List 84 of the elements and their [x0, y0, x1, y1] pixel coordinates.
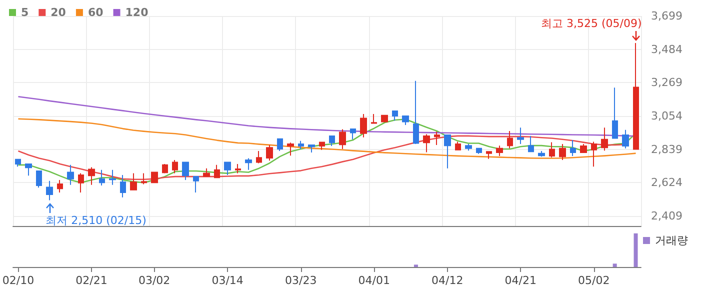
candlestick [381, 114, 388, 123]
legend-label: 5 [21, 6, 29, 19]
x-tick-label: 03/23 [284, 274, 317, 287]
legend-label: 20 [50, 6, 66, 19]
candlestick [528, 135, 534, 152]
legend-label: 120 [125, 6, 149, 19]
legend-label: 거래량 [655, 234, 688, 247]
line-series [18, 118, 636, 159]
candlestick [130, 172, 137, 190]
candlestick [496, 145, 503, 156]
candlestick [162, 164, 168, 174]
candlestick [109, 169, 116, 186]
y-tick-label: 2,624 [651, 176, 682, 190]
candlestick [360, 113, 367, 138]
candlestick [193, 176, 199, 194]
y-tick-label: 3,699 [651, 10, 682, 22]
x-tick-label: 04/01 [358, 274, 390, 287]
candlestick [88, 166, 95, 186]
candlestick [99, 169, 105, 186]
y-tick-label: 3,269 [651, 76, 682, 90]
candlestick [182, 162, 189, 180]
candlestick [350, 128, 356, 140]
candlestick [517, 127, 524, 145]
candlestick [622, 129, 629, 149]
x-tick-label: 02/21 [76, 274, 108, 287]
candlestick [570, 139, 576, 156]
candlestick [444, 134, 451, 169]
candlestick [402, 115, 409, 126]
candlestick [486, 151, 492, 160]
candlestick [308, 144, 315, 154]
annotation: 최저 2,510 (02/15) [46, 213, 146, 228]
y-tick-label: 3,054 [651, 109, 682, 122]
candlestick [455, 141, 461, 150]
candlestick [612, 87, 618, 139]
candlestick [172, 159, 178, 174]
candlestick [423, 134, 430, 153]
candlestick [371, 113, 377, 124]
candlestick [151, 172, 158, 184]
candlestick [319, 142, 325, 150]
candlestick [434, 131, 440, 146]
candlestick [476, 148, 482, 154]
candlestick [580, 144, 587, 154]
candlestick [601, 127, 608, 152]
annotation: 최고 3,525 (05/09) [541, 16, 642, 31]
x-tick-label: 04/12 [432, 274, 464, 287]
candlestick [266, 144, 273, 162]
candlestick [392, 110, 398, 122]
y-tick-label: 2,839 [651, 142, 682, 156]
candlestick [298, 140, 304, 150]
candlestick [224, 162, 231, 176]
candlestick [203, 168, 210, 178]
candlestick [413, 80, 419, 145]
x-tick-label: 03/14 [212, 274, 244, 287]
candlestick [78, 172, 84, 194]
candlestick [25, 164, 32, 176]
candlestick [538, 150, 545, 158]
candlestick [214, 164, 220, 178]
candlestick [36, 170, 42, 188]
candlestick [549, 142, 555, 158]
candlestick [591, 141, 597, 168]
y-tick-label: 3,484 [651, 42, 682, 56]
x-tick-label: 04/21 [504, 274, 536, 287]
candlestick [245, 158, 252, 170]
candlestick [559, 144, 566, 160]
candlestick [256, 150, 262, 164]
candlestick [235, 164, 241, 174]
candlestick [120, 174, 126, 198]
x-tick-label: 05/02 [578, 274, 610, 287]
candlestick [507, 130, 513, 149]
candlestick [57, 179, 63, 194]
candlestick [277, 138, 283, 152]
x-tick-label: 02/10 [2, 274, 34, 287]
candlestick [46, 180, 53, 201]
y-tick-label: 2,409 [651, 209, 682, 222]
legend-label: 60 [88, 6, 104, 19]
candlestick [339, 128, 346, 150]
candlestick [67, 164, 74, 186]
candlestick [287, 142, 294, 156]
candlestick [15, 158, 21, 168]
candlestick [465, 144, 472, 152]
candlestick [633, 42, 639, 150]
x-tick-label: 03/02 [138, 274, 170, 287]
candlestick [141, 172, 147, 185]
candlestick [329, 135, 335, 147]
